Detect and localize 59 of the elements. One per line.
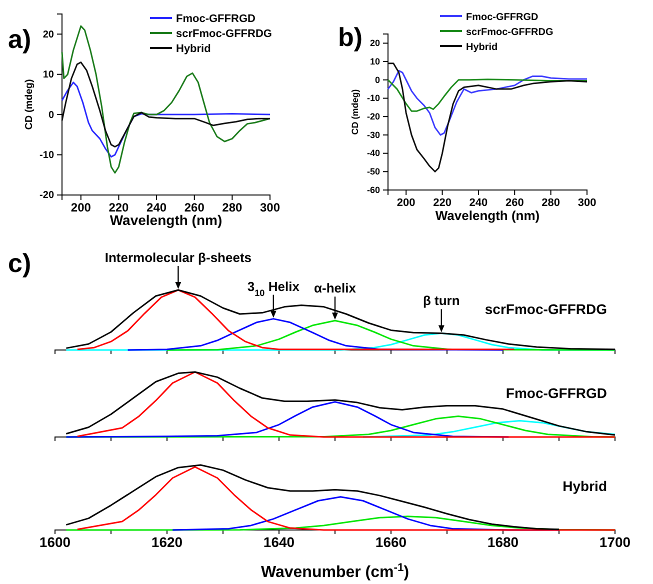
x-tick-label: 200 bbox=[70, 200, 92, 215]
y-tick-label: -50 bbox=[366, 166, 380, 177]
legend-label: Hybrid bbox=[176, 43, 211, 55]
x-tick-label: 1680 bbox=[487, 534, 519, 550]
x-tick-label: 220 bbox=[433, 196, 452, 209]
y-tick-label: 20 bbox=[42, 29, 54, 40]
y-axis-title: CD (mdeg) bbox=[350, 89, 360, 135]
annotation: α-helix bbox=[314, 280, 357, 296]
text: scrFmoc-GFFRDG bbox=[484, 301, 608, 317]
y-tick-label: -30 bbox=[366, 130, 380, 140]
x-tick-label: 300 bbox=[260, 200, 280, 215]
x-tick-label: 260 bbox=[184, 200, 205, 215]
line-series bbox=[61, 25, 271, 174]
line-series bbox=[61, 62, 271, 148]
x-tick-label: 280 bbox=[542, 196, 560, 209]
y-tick-label: 20 bbox=[370, 38, 380, 48]
y-axis-title: CD (mdeg) bbox=[24, 79, 35, 130]
text: Fmoc-GFFRGD bbox=[506, 385, 607, 401]
line-series bbox=[387, 62, 588, 172]
x-tick-label: 1620 bbox=[151, 534, 183, 550]
annotation: β turn bbox=[422, 293, 460, 308]
text: a) bbox=[8, 24, 32, 54]
text: b) bbox=[338, 22, 363, 52]
x-tick-label: 260 bbox=[505, 196, 524, 209]
y-tick-label: -10 bbox=[40, 150, 54, 161]
legend-label: scrFmoc-GFFRDG bbox=[176, 28, 272, 40]
annotation: 3$_{10}$ Helix bbox=[247, 278, 300, 298]
x-tick-label: 1700 bbox=[599, 534, 631, 550]
x-tick-label: 1640 bbox=[263, 534, 295, 550]
annotation: Intermolecular β-sheets bbox=[104, 250, 252, 265]
legend-label: Hybrid bbox=[466, 42, 498, 53]
x-axis-title: Wavelength (nm) bbox=[435, 208, 540, 223]
x-tick-label: 200 bbox=[396, 196, 416, 209]
y-tick-label: -40 bbox=[366, 148, 380, 158]
x-axis-title: Wavenumber (cm$^{-1}$) bbox=[260, 562, 410, 581]
y-tick-label: -20 bbox=[40, 190, 54, 202]
x-tick-label: 240 bbox=[146, 200, 167, 215]
legend-label: Fmoc-GFFRGD bbox=[176, 13, 256, 25]
x-tick-label: 220 bbox=[108, 200, 130, 215]
y-tick-label: 0 bbox=[374, 74, 380, 85]
y-tick-label: 10 bbox=[42, 70, 54, 81]
x-tick-label: 1660 bbox=[375, 534, 407, 550]
x-tick-label: 240 bbox=[469, 196, 488, 209]
x-tick-label: 280 bbox=[222, 200, 243, 215]
legend-label: Fmoc-GFFRGD bbox=[466, 12, 538, 23]
legend-label: scrFmoc-GFFRDG bbox=[466, 27, 554, 38]
y-tick-label: -10 bbox=[366, 93, 380, 104]
text: Hybrid bbox=[562, 478, 607, 494]
line-series bbox=[61, 82, 271, 158]
y-tick-label: 0 bbox=[48, 110, 54, 121]
line-series bbox=[387, 70, 588, 136]
y-tick-label: -60 bbox=[366, 184, 380, 195]
x-axis-title: Wavelength (nm) bbox=[110, 212, 222, 228]
x-tick-label: 1600 bbox=[39, 534, 71, 550]
y-tick-label: 10 bbox=[370, 56, 380, 66]
line-series bbox=[387, 78, 588, 112]
y-tick-label: -20 bbox=[366, 111, 380, 122]
text: c) bbox=[8, 248, 32, 278]
x-tick-label: 300 bbox=[578, 196, 596, 209]
